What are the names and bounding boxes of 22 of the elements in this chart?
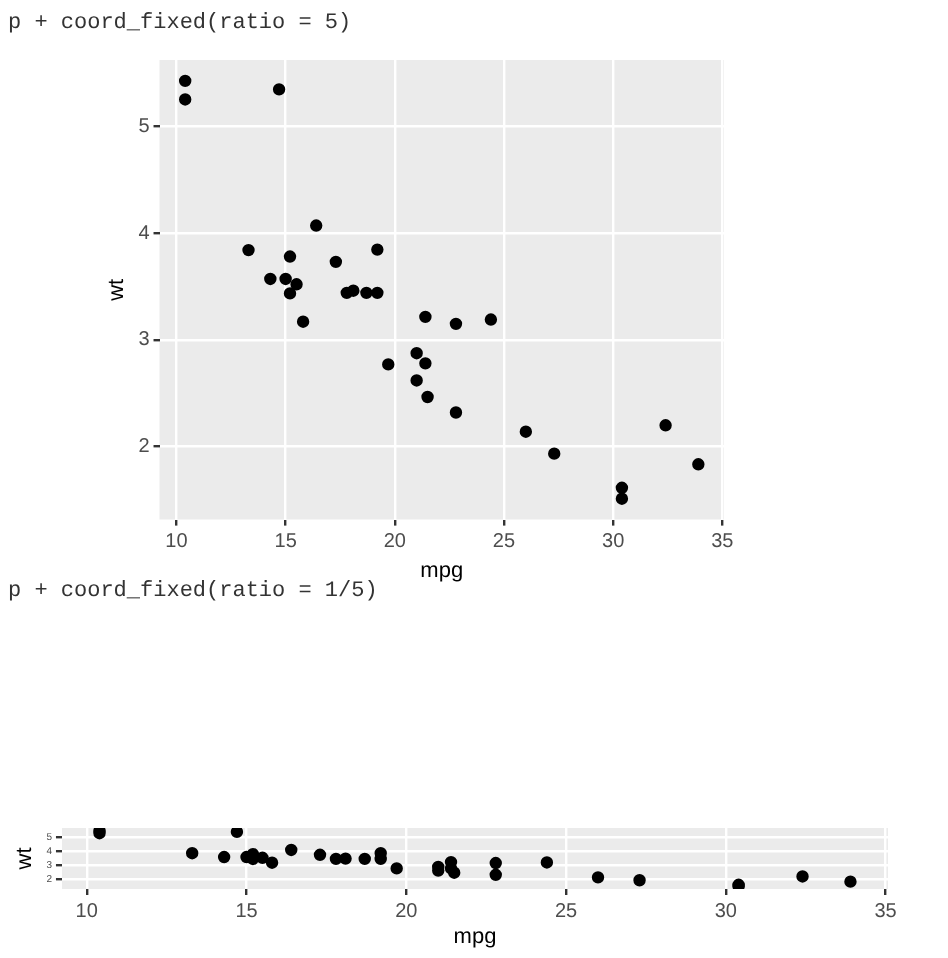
x-axis-title: mpg	[420, 558, 464, 583]
x-tick-label: 10	[75, 900, 99, 923]
x-axis-title: mpg	[453, 924, 497, 949]
x-tick-label: 30	[714, 900, 738, 923]
x-tick-label: 35	[874, 900, 898, 923]
chart-title: p + coord_fixed(ratio = 5)	[6, 10, 354, 40]
x-tick-label: 25	[492, 531, 516, 554]
x-tick-label: 10	[165, 531, 189, 554]
y-tick-label: 3	[138, 329, 151, 352]
y-axis-title: wt	[105, 278, 130, 303]
x-tick-label: 30	[602, 531, 626, 554]
y-axis-title: wt	[13, 847, 38, 872]
x-tick-label: 20	[395, 900, 419, 923]
x-tick-label: 15	[235, 900, 259, 923]
x-tick-label: 20	[383, 531, 407, 554]
x-tick-label: 35	[711, 531, 735, 554]
chart-title: p + coord_fixed(ratio = 1/5)	[8, 580, 378, 604]
x-tick-label: 15	[274, 531, 298, 554]
y-tick-label: 2	[138, 436, 151, 459]
y-tick-label: 5	[138, 115, 151, 138]
y-tick-label: 4	[138, 222, 151, 245]
x-tick-label: 25	[554, 900, 579, 923]
